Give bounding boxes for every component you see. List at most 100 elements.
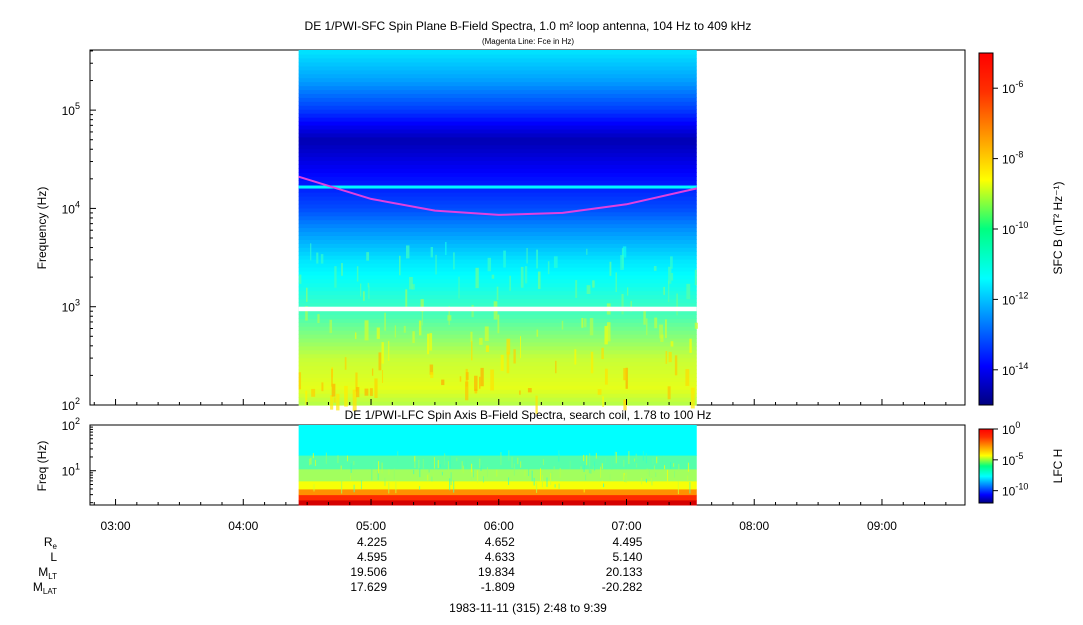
lfc-spectrum-streak [413, 469, 415, 475]
lfc-spectrum-streak [656, 456, 658, 464]
sfc-spectrum-band [298, 278, 697, 284]
lfc-spectrum-streak [652, 457, 654, 465]
sfc-spectrum-band [298, 203, 697, 209]
lfc-spectrum-streak [687, 475, 689, 482]
sfc-spectrogram-data [298, 50, 699, 415]
sfc-spectrum-streak [654, 317, 658, 329]
lfc-spectrum-streak [641, 477, 643, 485]
sfc-spectrum-streak [646, 318, 648, 336]
lfc-spectrum-streak [569, 460, 571, 470]
sfc-spectrum-streak [403, 325, 406, 333]
lfc-spectrum-streak [462, 465, 464, 474]
sfc-spectrum-streak [623, 399, 627, 411]
lfc-spectrum-streak [674, 470, 676, 478]
sfc-subtitle: (Magenta Line: Fce in Hz) [482, 37, 574, 46]
sfc-spectrum-streak [487, 257, 492, 272]
sfc-spectrum-band [298, 128, 697, 134]
lfc-spectrum-streak [615, 451, 617, 464]
lfc-spectrum-streak [528, 468, 530, 477]
sfc-spectrum-streak [597, 389, 602, 395]
lfc-spectrum-streak [642, 451, 644, 461]
sfc-spectrum-band [298, 69, 697, 75]
lfc-spectrum-streak [609, 474, 611, 481]
sfc-spectrum-band [298, 259, 697, 264]
sfc-spectrum-streak [384, 312, 386, 331]
time-tick-label: 09:00 [867, 519, 897, 533]
lfc-y-label: Freq (Hz) [35, 441, 49, 492]
sfc-spectrum-streak [609, 261, 612, 276]
sfc-spectrum-band [298, 235, 697, 240]
lfc-spectrum-streak [480, 465, 482, 471]
sfc-spectrum-band [298, 168, 697, 173]
sfc-spectrum-streak [420, 299, 424, 312]
lfc-spectrum-streak [373, 459, 375, 467]
lfc-spectrum-streak [397, 451, 399, 463]
sfc-spectrum-streak [330, 395, 334, 410]
sfc-spectrum-streak [305, 287, 308, 302]
lfc-spectrum-streak [611, 457, 613, 470]
sfc-spectrum-streak [674, 355, 678, 376]
lfc-spectrum-streak [662, 455, 664, 464]
lfc-spectrum-streak [588, 465, 590, 474]
sfc-spectrum-band [298, 53, 697, 59]
lfc-spectrum-streak [465, 459, 467, 468]
sfc-spectrum-band [298, 180, 697, 185]
lfc-spectrum-streak [586, 455, 588, 466]
sfc-spectrum-streak [547, 261, 550, 275]
sfc-spectrum-streak [589, 318, 594, 336]
sfc-spectrum-streak [535, 395, 538, 415]
lfc-spectrum-band [298, 499, 697, 506]
lfc-spectrum-streak [625, 455, 627, 469]
lfc-spectrum-streak [550, 473, 552, 486]
lfc-spectrum-streak [624, 475, 626, 483]
sfc-spectrum-band [298, 152, 697, 158]
lfc-spectrum-streak [558, 450, 560, 462]
lfc-spectrum-streak [524, 470, 526, 477]
sfc-spectrum-streak [670, 256, 673, 269]
sfc-spectrum-streak [344, 385, 348, 407]
lfc-spectrum-streak [422, 458, 424, 469]
sfc-colorbar-gradient [978, 52, 994, 406]
sfc-spectrum-streak [500, 354, 504, 371]
sfc-spectrum-band [298, 239, 697, 244]
sfc-title: DE 1/PWI-SFC Spin Plane B-Field Spectra,… [305, 19, 752, 33]
sfc-spectrum-streak [668, 351, 672, 363]
sfc-spectrum-streak [470, 331, 473, 343]
lfc-spectrum-streak [393, 468, 395, 480]
time-tick-label: 05:00 [356, 519, 386, 533]
sfc-spectrum-streak [690, 387, 695, 409]
lfc-spectrum-streak [554, 484, 556, 488]
lfc-spectrum-streak [361, 479, 363, 490]
ephemeris-value: 4.633 [485, 550, 515, 564]
sfc-spectrum-streak [653, 266, 657, 271]
sfc-spectrum-streak [405, 289, 408, 309]
sfc-spectrum-streak [316, 252, 319, 264]
sfc-spectrum-streak [484, 326, 489, 342]
lfc-spectrum-streak [418, 459, 420, 469]
sfc-spectrum-streak [333, 397, 336, 403]
lfc-spectrum-streak [388, 469, 390, 475]
sfc-spectrum-band [298, 369, 697, 375]
sfc-spectrum-streak [445, 241, 447, 256]
sfc-spectrum-streak [519, 390, 521, 395]
lfc-spectrum-streak [536, 482, 538, 493]
lfc-spectrum-streak [353, 484, 355, 493]
lfc-spectrum-streak [531, 470, 533, 482]
sfc-spectrum-streak [399, 255, 401, 276]
lfc-spectrum-streak [651, 462, 653, 467]
lfc-spectrum-streak [371, 468, 373, 481]
sfc-spectrum-streak [409, 276, 413, 290]
sfc-spectrum-band [298, 195, 697, 201]
lfc-spectrum-streak [670, 462, 672, 469]
sfc-spectrum-band [298, 81, 697, 87]
sfc-spectrum-streak [376, 327, 380, 339]
sfc-spectrum-band [298, 65, 697, 71]
sfc-spectrum-streak [497, 314, 500, 334]
sfc-spectrum-band [298, 57, 697, 63]
lfc-spectrum-streak [395, 480, 397, 494]
sfc-spectrum-band [298, 61, 697, 67]
sfc-spectrum-band [298, 140, 697, 146]
sfc-spectrum-band [298, 121, 697, 126]
sfc-spectrum-band [298, 385, 697, 390]
sfc-spectrum-band [298, 77, 697, 83]
